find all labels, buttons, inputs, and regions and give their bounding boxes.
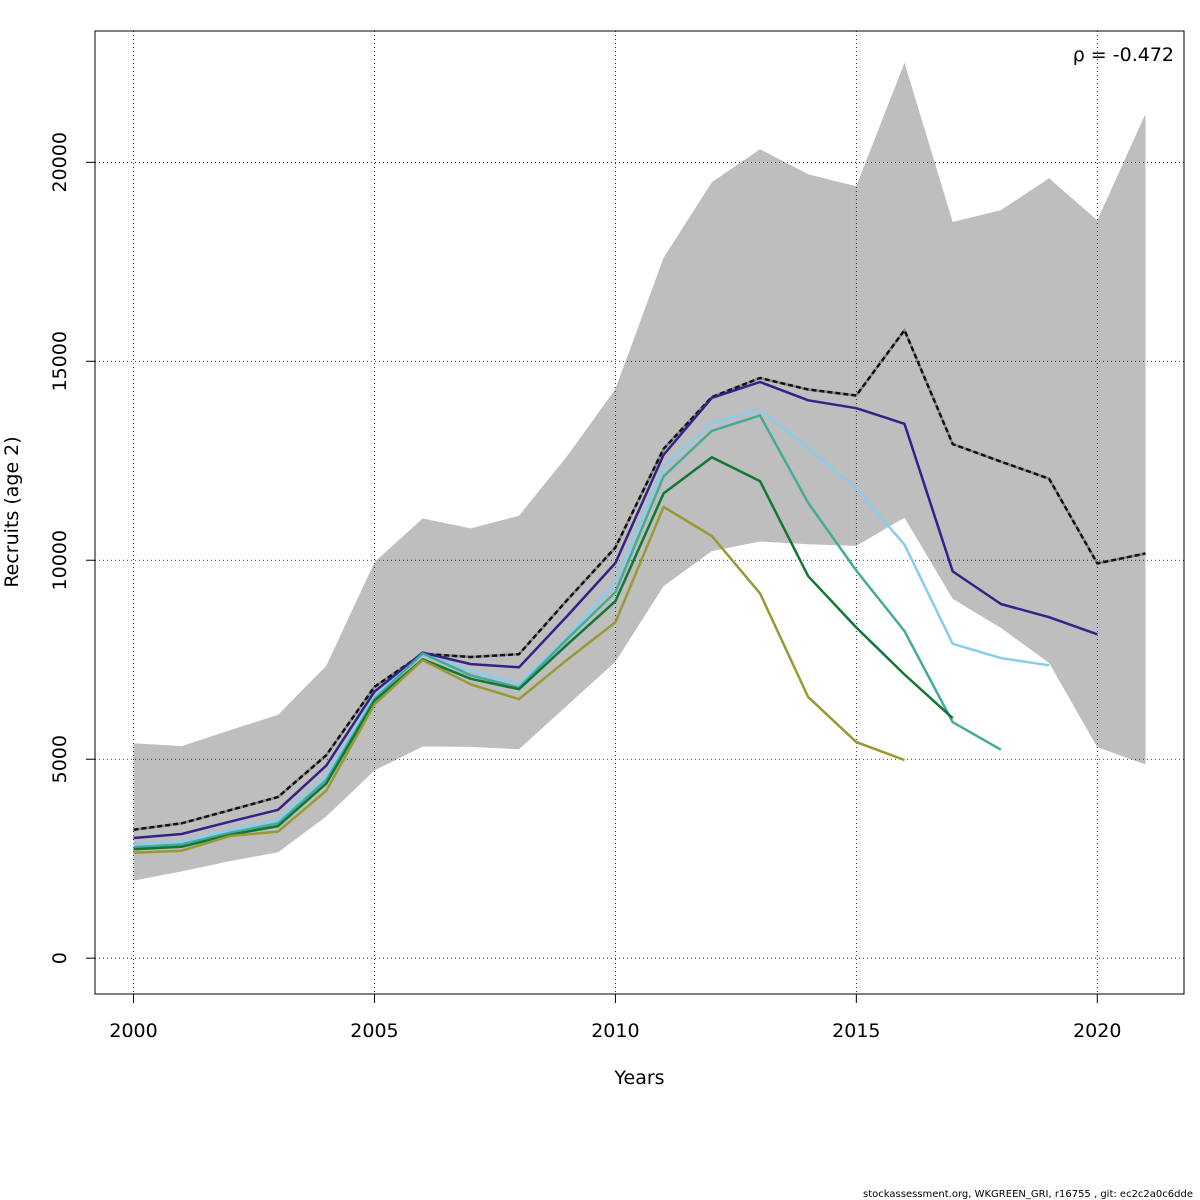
confidence-band-layer xyxy=(133,62,1146,881)
y-tick-label: 15000 xyxy=(49,331,71,391)
y-axis-title: Recruits (age 2) xyxy=(1,436,23,587)
y-tick-label: 20000 xyxy=(49,132,71,192)
series-layer xyxy=(133,327,1146,854)
y-tick-label: 10000 xyxy=(49,530,71,590)
series-line-2 xyxy=(133,408,1050,847)
x-tick-label: 2000 xyxy=(109,1020,157,1042)
rho-annotation: ρ = -0.472 xyxy=(1073,44,1174,66)
x-axis: 2000 2005 2010 2015 2020 xyxy=(109,994,1121,1042)
grid-layer xyxy=(95,31,1184,994)
y-tick-label: 5000 xyxy=(49,735,71,783)
x-tick-label: 2015 xyxy=(832,1020,880,1042)
plot-frame xyxy=(94,30,1185,995)
series-line-5 xyxy=(133,505,905,854)
y-tick-label: 0 xyxy=(49,952,71,964)
footer-credit: stockassessment.org, WKGREEN_GRI, r16755… xyxy=(863,1189,1193,1200)
series-line-1 xyxy=(133,380,1098,840)
y-axis: 0 5000 10000 15000 20000 xyxy=(49,132,95,964)
series-line-4 xyxy=(133,455,954,851)
series-line-0 xyxy=(133,328,1146,831)
confidence-band xyxy=(133,62,1146,881)
x-axis-title: Years xyxy=(613,1067,664,1089)
series-line-3 xyxy=(133,414,1002,849)
x-tick-label: 2005 xyxy=(350,1020,398,1042)
x-tick-label: 2010 xyxy=(591,1020,639,1042)
x-tick-label: 2020 xyxy=(1073,1020,1121,1042)
